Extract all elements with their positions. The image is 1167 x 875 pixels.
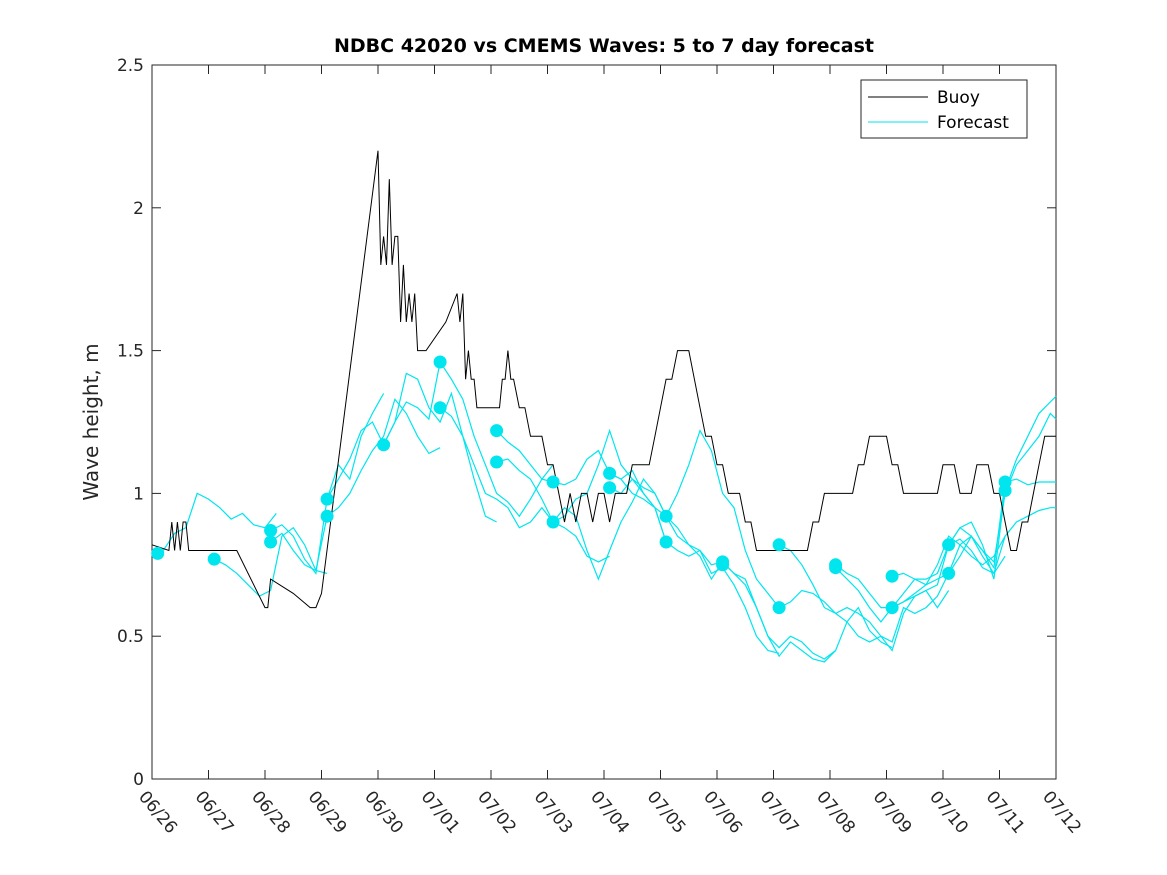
forecast-marker <box>603 481 617 495</box>
forecast-marker <box>772 538 786 552</box>
forecast-marker <box>264 524 278 537</box>
forecast-markers <box>151 355 1012 615</box>
forecast-run-5 <box>383 360 554 518</box>
forecast-marker <box>490 455 504 469</box>
forecast-run-4 <box>326 372 497 523</box>
buoy-series <box>151 150 1056 609</box>
forecast-run-6 <box>439 407 610 563</box>
forecast-run-19 <box>891 507 1056 609</box>
forecast-marker <box>320 492 334 506</box>
legend-box <box>860 79 1028 139</box>
forecast-run-15 <box>778 573 950 643</box>
forecast-run-17 <box>835 526 1006 623</box>
forecast-marker <box>264 535 278 549</box>
forecast-run-7 <box>496 430 667 517</box>
forecast-run-10 <box>609 429 780 608</box>
plot-area: 06/26 06/27 06/28 06/29 06/30 07/01 07/02 07/03… <box>117 56 1085 838</box>
forecast-marker <box>885 569 899 583</box>
forecast-marker <box>942 566 956 580</box>
forecast-marker <box>942 538 956 552</box>
y-axis: 0 0.5 1 1.5 2 2.5 <box>117 56 1056 790</box>
forecast-marker <box>659 535 673 549</box>
forecast-marker <box>716 558 730 572</box>
chart-title: NDBC 42020 vs CMEMS Waves: 5 to 7 day fo… <box>334 35 874 57</box>
y-tick-label: 2 <box>133 199 144 219</box>
forecast-marker <box>603 466 617 480</box>
legend-label-forecast: Forecast <box>937 113 1009 133</box>
forecast-marker <box>433 401 447 415</box>
forecast-marker <box>546 515 560 529</box>
forecast-marker <box>659 509 673 523</box>
forecast-marker <box>377 438 391 452</box>
forecast-marker <box>433 355 447 369</box>
forecast-marker <box>490 424 504 438</box>
forecast-run-9 <box>552 477 723 581</box>
forecast-run-13 <box>722 561 893 663</box>
y-tick-label: 0 <box>133 770 144 790</box>
legend: Buoy Forecast <box>860 79 1028 139</box>
forecast-marker <box>772 601 786 615</box>
forecast-run-16 <box>835 535 1006 609</box>
forecast-marker <box>320 509 334 523</box>
forecast-run-1 <box>213 526 328 597</box>
axes-box <box>151 64 1057 780</box>
buoy-line <box>151 150 1056 609</box>
y-tick-label: 0.5 <box>117 627 144 647</box>
legend-label-buoy: Buoy <box>937 88 980 108</box>
forecast-marker <box>885 601 899 615</box>
y-tick-label: 1.5 <box>117 342 144 362</box>
y-tick-label: 1 <box>133 484 144 504</box>
forecast-marker <box>207 552 221 566</box>
forecast-run-3 <box>270 397 441 572</box>
forecast-run-12 <box>665 515 836 660</box>
forecast-run-8 <box>496 428 667 543</box>
forecast-marker <box>546 475 560 489</box>
forecast-run-11 <box>609 472 780 654</box>
y-axis-label: Wave height, m <box>79 343 103 500</box>
forecast-marker <box>151 546 165 560</box>
forecast-marker <box>998 484 1012 497</box>
forecast-marker <box>829 561 843 575</box>
y-tick-label: 2.5 <box>117 56 144 76</box>
